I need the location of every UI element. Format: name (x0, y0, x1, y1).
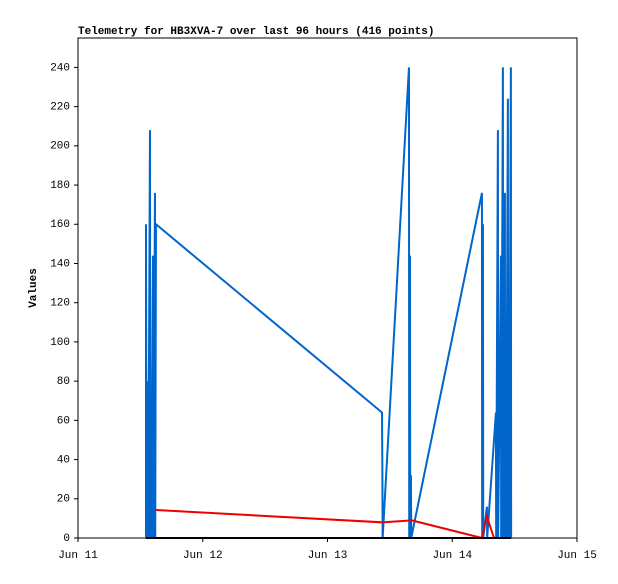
series-line (155, 508, 495, 540)
y-tick-label: 180 (50, 180, 70, 192)
x-tick-label: Jun 11 (58, 550, 98, 562)
y-tick-label: 120 (50, 298, 70, 310)
y-tick-label: 40 (57, 454, 70, 466)
y-tick-label: 60 (57, 415, 70, 427)
x-tick-label: Jun 14 (432, 550, 472, 562)
y-tick-label: 100 (50, 337, 70, 349)
y-tick-label: 200 (50, 141, 70, 153)
y-tick-label: 240 (50, 62, 70, 74)
y-tick-label: 140 (50, 258, 70, 270)
y-tick-label: 80 (57, 376, 70, 388)
x-tick-label: Jun 13 (308, 550, 348, 562)
y-tick-label: 220 (50, 102, 70, 114)
x-tick-label: Jun 12 (183, 550, 223, 562)
y-axis-label: Values (28, 268, 40, 308)
x-tick-label: Jun 15 (557, 550, 597, 562)
series-line (144, 67, 513, 539)
y-tick-label: 0 (63, 533, 70, 545)
y-tick-label: 160 (50, 219, 70, 231)
chart-title: Telemetry for HB3XVA-7 over last 96 hour… (78, 26, 434, 38)
y-tick-label: 20 (57, 494, 70, 506)
